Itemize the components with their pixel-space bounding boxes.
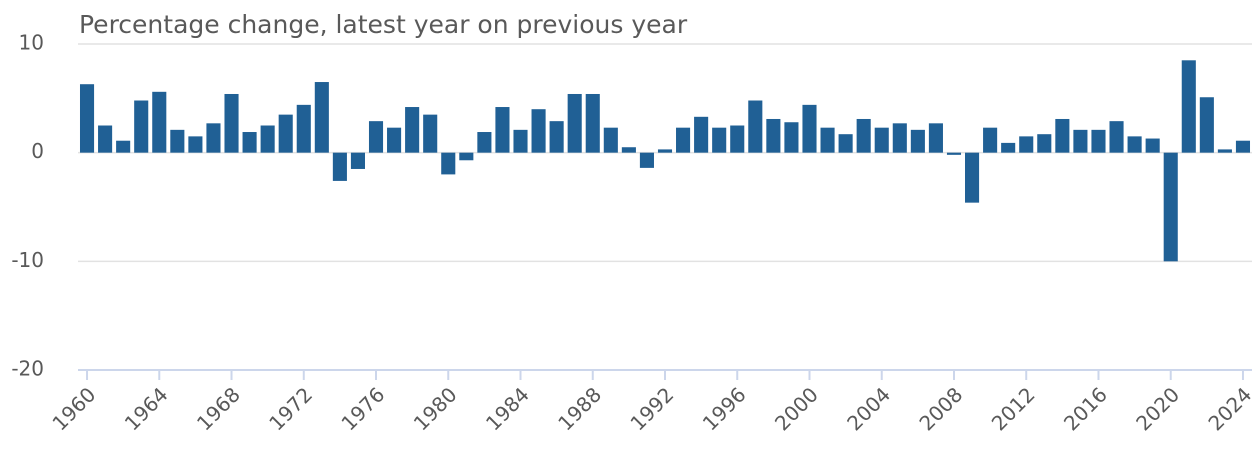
bar (224, 93, 239, 153)
bar (910, 129, 925, 153)
bar (1235, 140, 1251, 153)
bar (1109, 121, 1124, 153)
y-tick-label: -10 (11, 248, 44, 272)
bar (748, 100, 763, 153)
bar (965, 152, 980, 203)
bar (603, 127, 618, 153)
bar (278, 114, 293, 153)
y-tick-label: 10 (19, 31, 44, 55)
bar (892, 123, 907, 153)
bar (513, 129, 528, 153)
x-tick-label: 2004 (842, 382, 895, 435)
bar (549, 121, 564, 153)
bar (477, 132, 492, 153)
bar (784, 122, 799, 153)
bar (1199, 97, 1214, 153)
bar (405, 107, 420, 153)
y-tick-label: 0 (31, 139, 44, 163)
chart-title: Percentage change, latest year on previo… (79, 10, 688, 39)
bar (820, 127, 835, 153)
bar (423, 114, 438, 153)
x-tick-label: 1964 (120, 382, 173, 435)
bar (188, 136, 203, 153)
bar (802, 104, 817, 153)
bar (441, 152, 456, 175)
bar (1037, 134, 1052, 153)
x-tick-label: 1984 (481, 382, 534, 435)
bar (676, 127, 691, 153)
bar (1019, 136, 1034, 153)
bar (134, 100, 149, 153)
bar (116, 140, 131, 153)
x-tick-label: 2016 (1059, 382, 1112, 435)
x-tick-label: 1996 (698, 382, 751, 435)
x-tick-label: 1976 (336, 382, 389, 435)
bar (206, 123, 221, 153)
bar (621, 147, 636, 153)
bar (712, 127, 727, 153)
bar (694, 116, 709, 153)
y-tick-label: -20 (11, 357, 44, 381)
x-tick-label: 1972 (264, 382, 317, 435)
bar (1217, 149, 1232, 153)
x-tick-label: 2000 (770, 382, 823, 435)
bar (332, 152, 347, 181)
bar (1001, 142, 1016, 153)
x-tick-label: 1968 (192, 382, 245, 435)
x-tick-label: 2008 (914, 382, 967, 435)
bar (1181, 60, 1196, 153)
bar (368, 121, 384, 153)
bar (1091, 129, 1106, 153)
bar (1145, 138, 1160, 153)
bar (1163, 152, 1178, 262)
bar (242, 132, 257, 153)
x-tick-label: 2012 (987, 382, 1040, 435)
bar (657, 149, 673, 153)
bar (874, 127, 889, 153)
bar (946, 152, 962, 155)
bar (495, 107, 510, 153)
x-tick-label: 1960 (47, 382, 100, 435)
bar (766, 118, 781, 153)
bar (928, 123, 943, 153)
bar (639, 152, 654, 168)
bar (350, 152, 365, 169)
bar (1055, 118, 1070, 153)
bar (983, 127, 998, 153)
bar (296, 104, 311, 153)
bar (98, 125, 113, 153)
bar (170, 129, 185, 153)
bar (260, 125, 275, 153)
bar (531, 109, 546, 153)
bar (730, 125, 745, 153)
x-tick-label: 2020 (1131, 382, 1184, 435)
bar (314, 82, 329, 153)
x-tick-label: 1988 (553, 382, 606, 435)
bar (567, 93, 582, 153)
x-tick-label: 1980 (409, 382, 462, 435)
bar (387, 127, 402, 153)
bar (838, 134, 853, 153)
bar (1127, 136, 1142, 153)
bar (1073, 129, 1088, 153)
bar (459, 152, 474, 161)
bar (79, 84, 95, 153)
bar (585, 93, 600, 153)
bar (152, 91, 167, 153)
x-tick-label: 1992 (625, 382, 678, 435)
x-tick-label: 2024 (1203, 382, 1255, 435)
bar (856, 118, 871, 153)
